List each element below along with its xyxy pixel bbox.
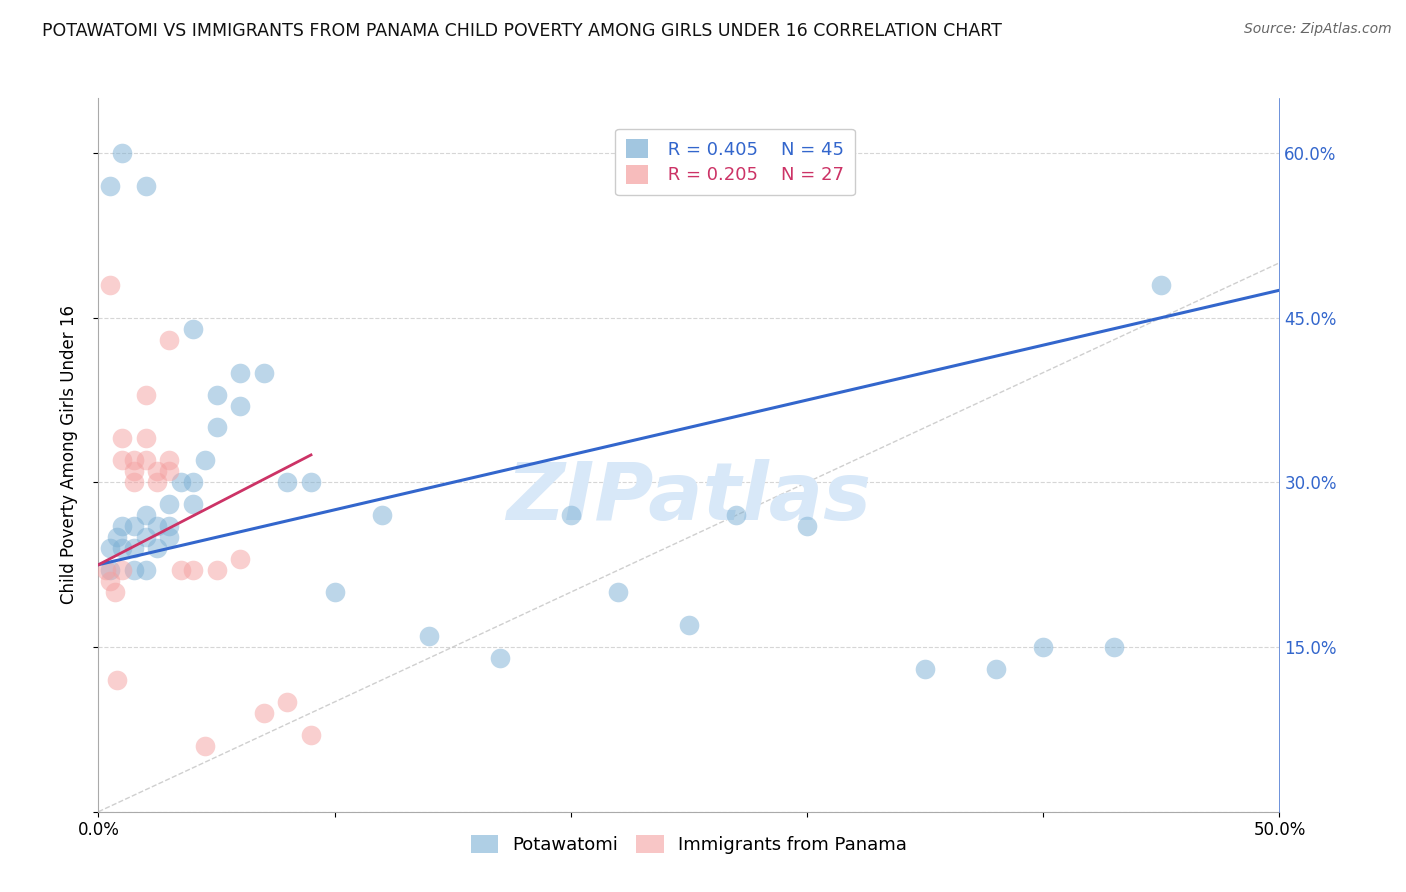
Point — [181, 497, 204, 511]
Point — [194, 453, 217, 467]
Point — [205, 420, 228, 434]
Point — [122, 464, 145, 478]
Point — [560, 508, 582, 523]
Point — [98, 541, 121, 556]
Point — [98, 277, 121, 292]
Point — [146, 464, 169, 478]
Point — [170, 475, 193, 490]
Point — [276, 475, 298, 490]
Point — [157, 519, 180, 533]
Point — [135, 508, 157, 523]
Point — [135, 387, 157, 401]
Point — [678, 618, 700, 632]
Point — [276, 695, 298, 709]
Point — [181, 475, 204, 490]
Point — [146, 475, 169, 490]
Point — [1102, 640, 1125, 654]
Point — [105, 673, 128, 687]
Point — [122, 519, 145, 533]
Point — [418, 629, 440, 643]
Point — [98, 574, 121, 589]
Point — [157, 453, 180, 467]
Point — [253, 706, 276, 720]
Point — [135, 178, 157, 193]
Point — [105, 530, 128, 544]
Text: ZIPatlas: ZIPatlas — [506, 458, 872, 537]
Point — [94, 563, 117, 577]
Point — [146, 541, 169, 556]
Point — [205, 387, 228, 401]
Point — [122, 541, 145, 556]
Text: POTAWATOMI VS IMMIGRANTS FROM PANAMA CHILD POVERTY AMONG GIRLS UNDER 16 CORRELAT: POTAWATOMI VS IMMIGRANTS FROM PANAMA CHI… — [42, 22, 1002, 40]
Point — [135, 453, 157, 467]
Point — [122, 563, 145, 577]
Point — [181, 563, 204, 577]
Point — [170, 563, 193, 577]
Point — [111, 146, 134, 161]
Point — [146, 519, 169, 533]
Point — [111, 563, 134, 577]
Point — [135, 530, 157, 544]
Point — [253, 366, 276, 380]
Point — [104, 585, 127, 599]
Point — [1150, 277, 1173, 292]
Point — [111, 519, 134, 533]
Point — [157, 497, 180, 511]
Point — [725, 508, 748, 523]
Point — [157, 530, 180, 544]
Point — [111, 432, 134, 446]
Point — [229, 399, 252, 413]
Point — [984, 662, 1007, 676]
Point — [489, 651, 512, 665]
Point — [111, 541, 134, 556]
Point — [323, 585, 346, 599]
Y-axis label: Child Poverty Among Girls Under 16: Child Poverty Among Girls Under 16 — [59, 305, 77, 605]
Point — [299, 728, 322, 742]
Point — [111, 453, 134, 467]
Point — [135, 563, 157, 577]
Point — [914, 662, 936, 676]
Point — [796, 519, 818, 533]
Point — [181, 321, 204, 335]
Point — [205, 563, 228, 577]
Legend: Potawatomi, Immigrants from Panama: Potawatomi, Immigrants from Panama — [463, 826, 915, 863]
Point — [299, 475, 322, 490]
Point — [122, 475, 145, 490]
Point — [229, 366, 252, 380]
Point — [98, 563, 121, 577]
Point — [371, 508, 394, 523]
Point — [135, 432, 157, 446]
Text: Source: ZipAtlas.com: Source: ZipAtlas.com — [1244, 22, 1392, 37]
Point — [1032, 640, 1054, 654]
Point — [194, 739, 217, 753]
Point — [122, 453, 145, 467]
Point — [229, 552, 252, 566]
Point — [157, 464, 180, 478]
Point — [157, 333, 180, 347]
Point — [607, 585, 630, 599]
Point — [98, 178, 121, 193]
